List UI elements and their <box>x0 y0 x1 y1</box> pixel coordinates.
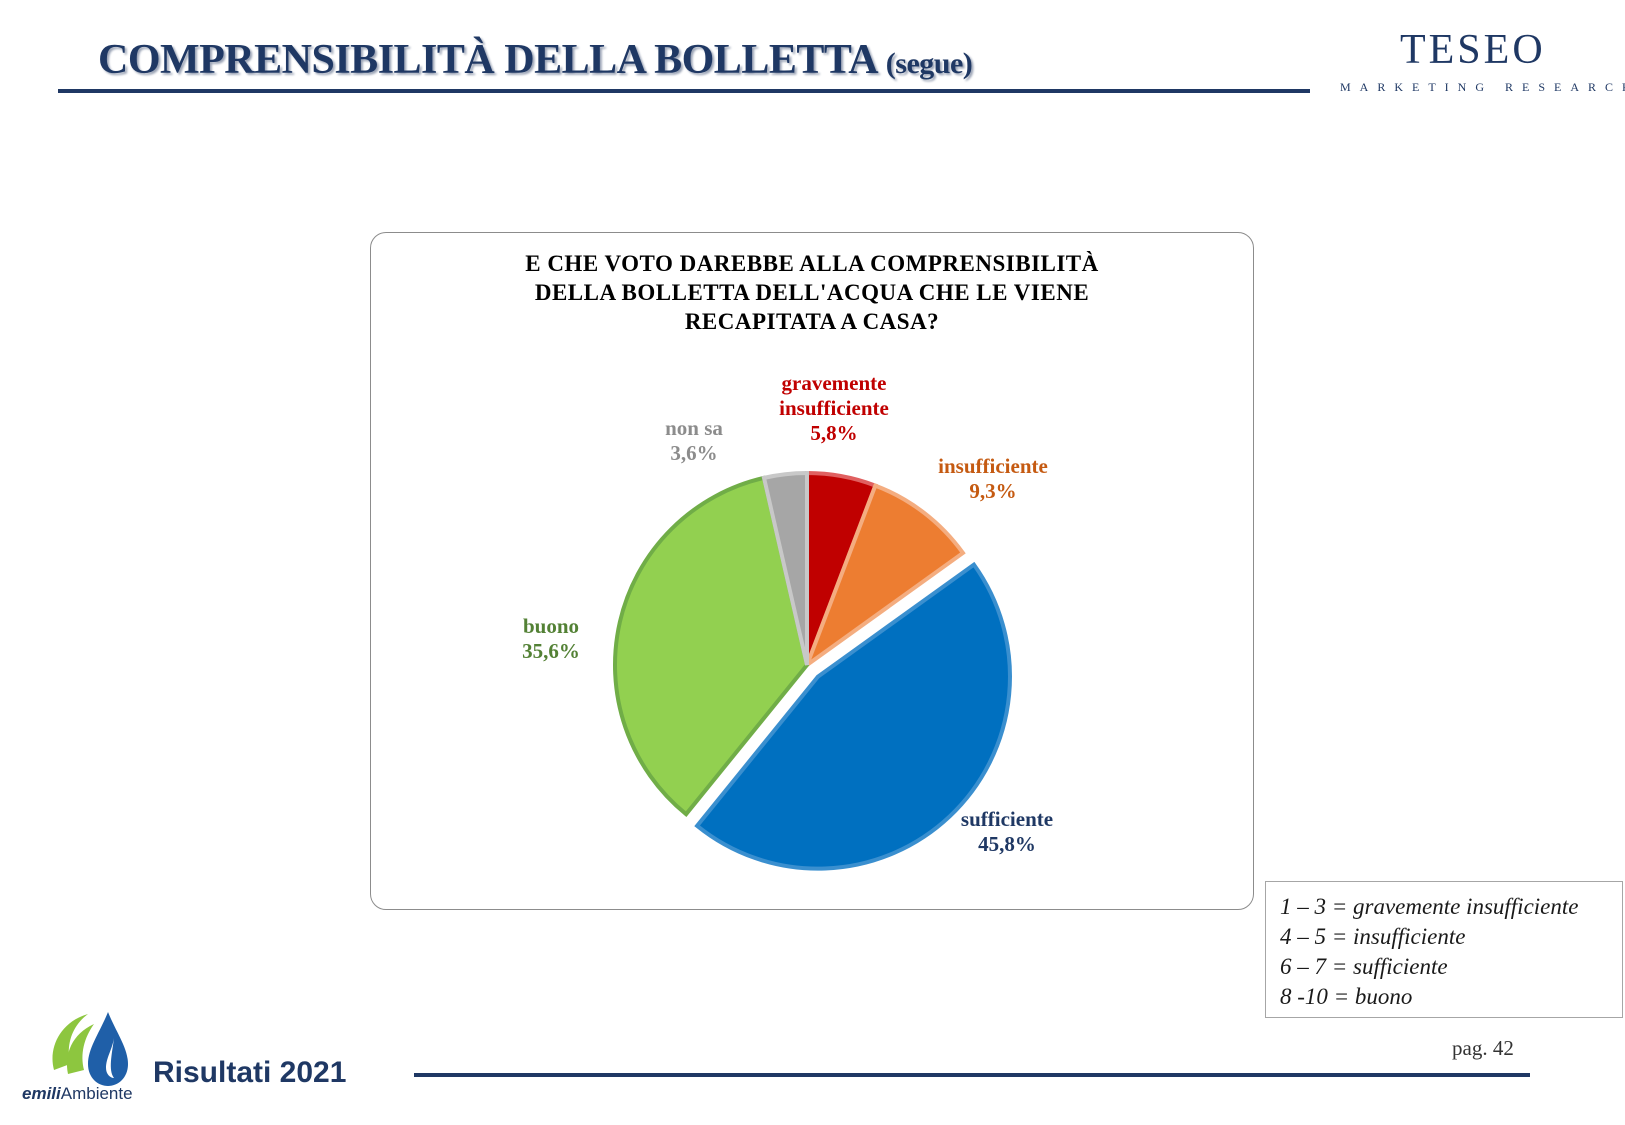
page-number: pag. 42 <box>1452 1036 1514 1060</box>
pie-slice-label: gravemente insufficiente 5,8% <box>779 371 889 445</box>
brand-name: TESEO <box>1400 27 1546 73</box>
footer-label: Risultati 2021 <box>153 1056 347 1089</box>
chart-title-line: DELLA BOLLETTA DELL'ACQUA CHE LE VIENE <box>534 280 1090 305</box>
chart-title-line: E CHE VOTO DAREBBE ALLA COMPRENSIBILITÀ <box>525 251 1099 276</box>
pie-slice-label: sufficiente 45,8% <box>961 807 1053 856</box>
logo-text: emiliAmbiente <box>22 1084 133 1104</box>
emiliambiente-logo <box>52 1012 128 1086</box>
chart-frame: E CHE VOTO DAREBBE ALLA COMPRENSIBILITÀ … <box>370 232 1254 910</box>
slide-title-suffix: (segue) <box>885 47 973 80</box>
pie-chart: gravemente insufficiente 5,8%insufficiente… <box>522 371 1053 871</box>
score-legend-line: 8 -10 = buono <box>1280 984 1413 1009</box>
logo-drop-highlight <box>106 1038 114 1078</box>
logo-green-arc <box>67 1024 94 1074</box>
pie-slice-category: insufficiente <box>779 396 889 420</box>
score-legend-line: 6 – 7 = sufficiente <box>1280 954 1448 979</box>
logo-text-rest: Ambiente <box>60 1084 133 1103</box>
pie-slice-category: sufficiente <box>961 807 1053 831</box>
chart-title: E CHE VOTO DAREBBE ALLA COMPRENSIBILITÀ … <box>371 249 1253 336</box>
pie-slice-value: 9,3% <box>969 479 1016 503</box>
footer-rule <box>414 1073 1530 1077</box>
brand-tagline: MARKETING RESEARCH <box>1340 80 1625 94</box>
pie-slice-category: gravemente <box>782 371 887 395</box>
chart-title-line: RECAPITATA A CASA? <box>684 309 940 334</box>
slide-title: COMPRENSIBILITÀ DELLA BOLLETTA (segue) <box>98 36 973 84</box>
pie-slice-value: 5,8% <box>810 421 857 445</box>
pie-slice-value: 35,6% <box>522 639 580 663</box>
pie-slice-non-sa <box>761 470 809 666</box>
score-legend-line: 1 – 3 = gravemente insufficiente <box>1280 894 1579 919</box>
title-underline <box>58 89 1310 93</box>
slide-title-main: COMPRENSIBILITÀ DELLA BOLLETTA <box>98 37 876 83</box>
pie-slice-label: buono 35,6% <box>522 614 580 663</box>
score-legend-line: 4 – 5 = insufficiente <box>1280 924 1466 949</box>
logo-text-bold: emili <box>22 1084 61 1103</box>
pie-slice-buono <box>613 475 810 817</box>
pie-slice-insufficiente <box>802 483 966 671</box>
logo-green-arc <box>52 1014 88 1070</box>
pie-slice-category: insufficiente <box>938 454 1048 478</box>
pie-slice-sufficiente <box>694 561 1012 871</box>
pie-slice-value: 3,6% <box>670 441 717 465</box>
pie-slice-label: non sa 3,6% <box>665 416 723 465</box>
pie-slice-label: insufficiente 9,3% <box>938 454 1048 503</box>
pie-slice-category: buono <box>523 614 579 638</box>
logo-drop <box>88 1012 128 1086</box>
pie-slice-category: non sa <box>665 416 723 440</box>
score-legend: 1 – 3 = gravemente insufficiente 4 – 5 =… <box>1265 881 1623 1018</box>
pie-slice-value: 45,8% <box>978 832 1036 856</box>
